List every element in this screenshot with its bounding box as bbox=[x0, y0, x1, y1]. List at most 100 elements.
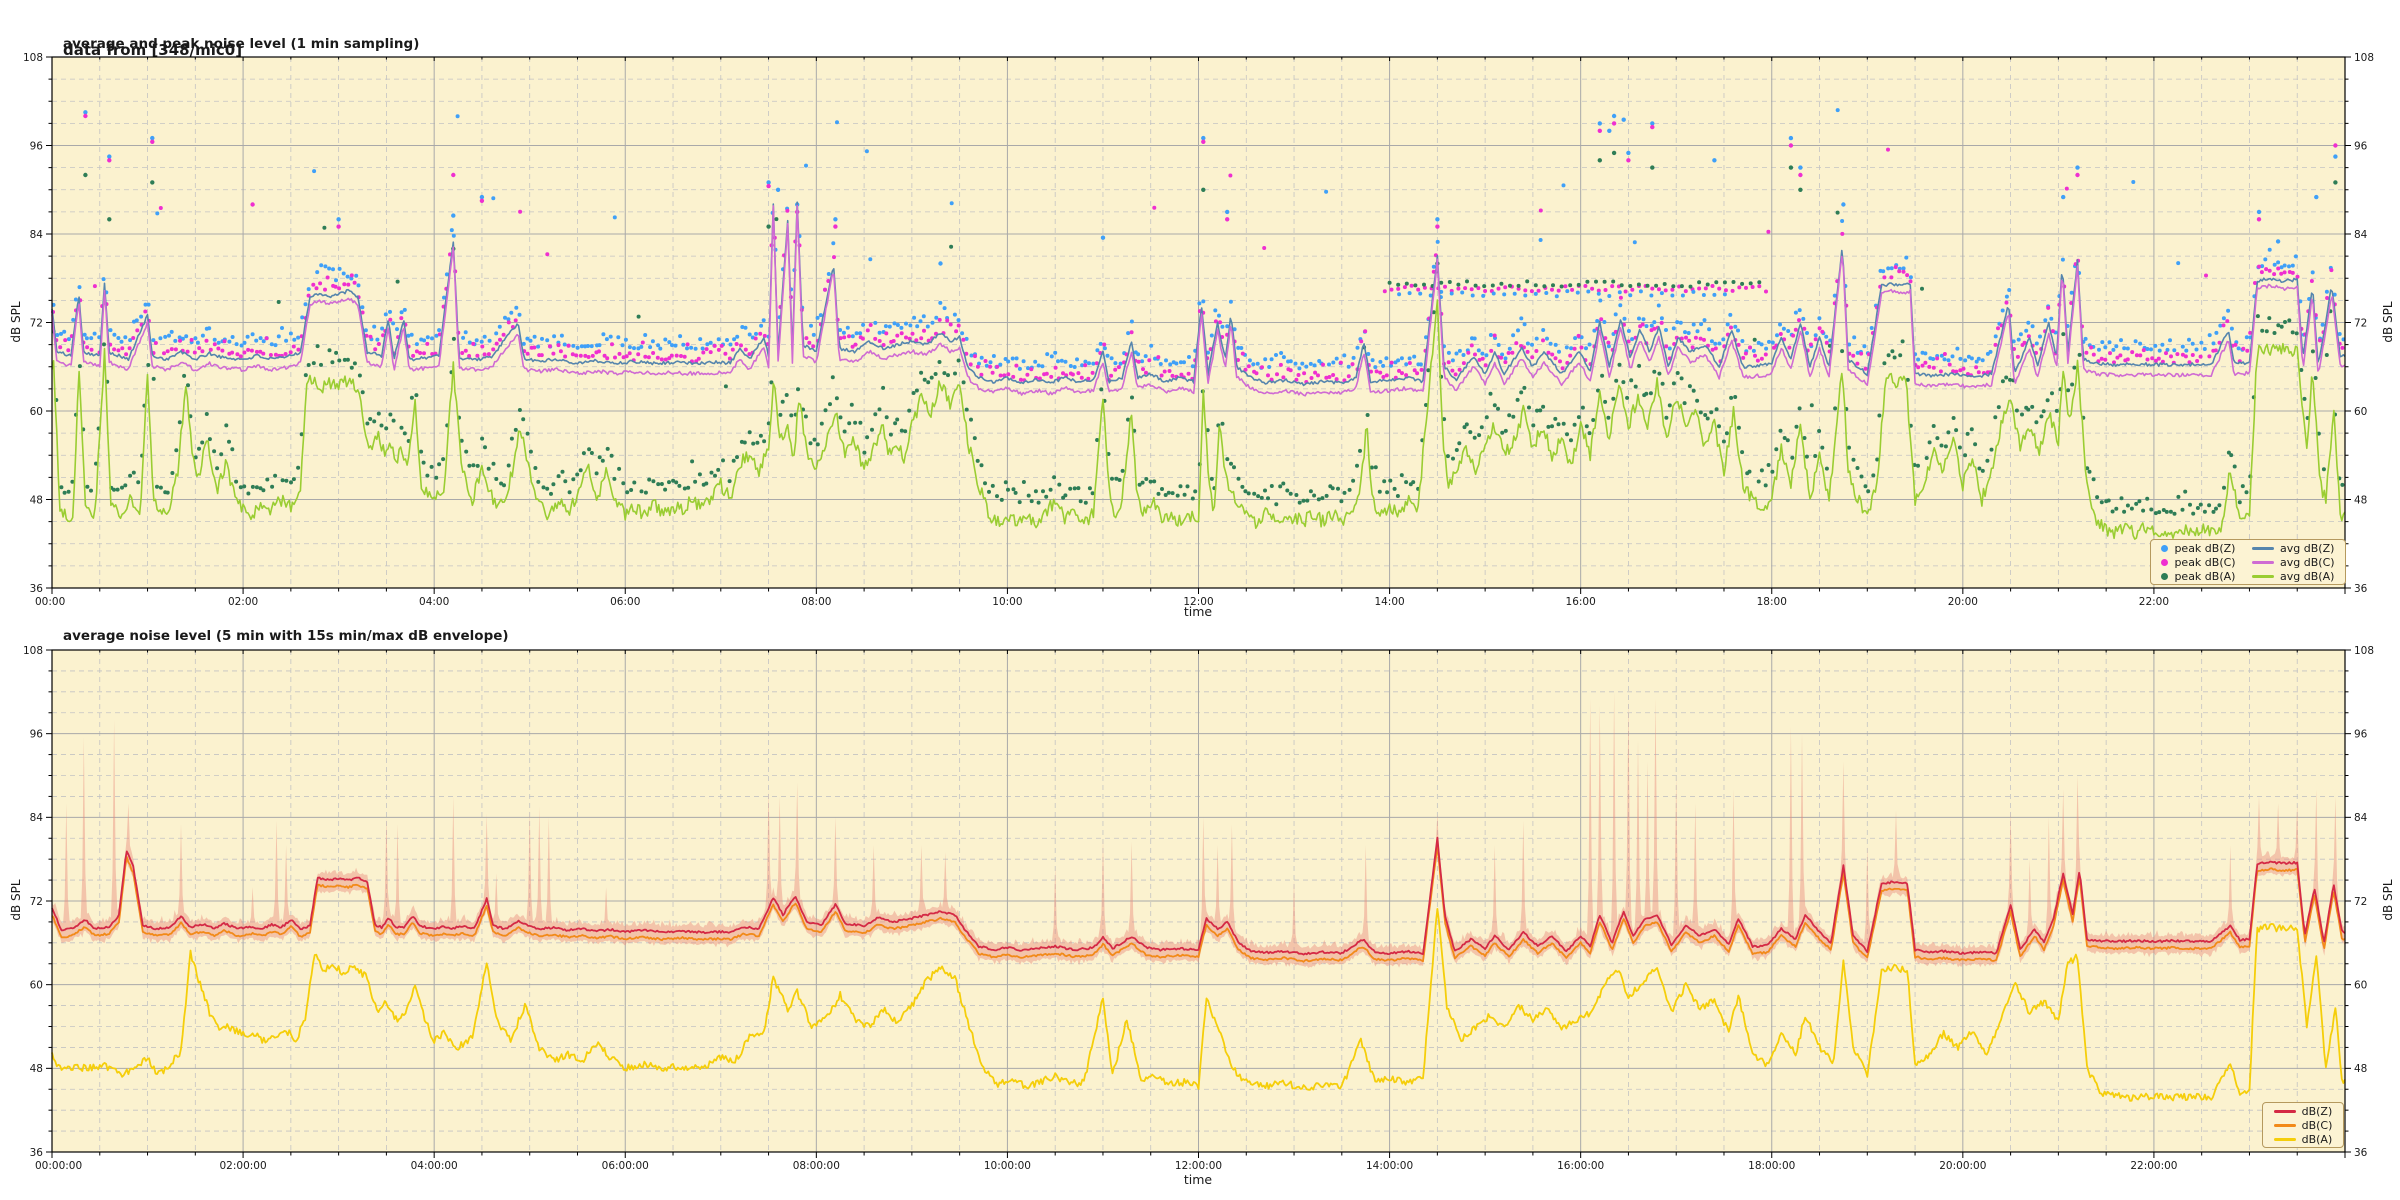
legend-item-dbz: dB(Z) bbox=[2273, 1105, 2333, 1118]
legend-label: avg dB(C) bbox=[2280, 556, 2335, 569]
svg-text:84: 84 bbox=[2354, 229, 2368, 241]
minmax-envelope bbox=[52, 691, 2345, 968]
legend-label: dB(Z) bbox=[2301, 1105, 2333, 1118]
peak-dba-marker-icon bbox=[2161, 573, 2169, 580]
svg-text:108: 108 bbox=[2354, 645, 2374, 657]
series-avg-dB(C) bbox=[51, 204, 2346, 397]
chart1-yaxis-label-right: dB SPL bbox=[2381, 301, 2395, 343]
svg-text:72: 72 bbox=[30, 317, 43, 329]
dbc-line-icon bbox=[2273, 1123, 2296, 1128]
tick-marks bbox=[46, 649, 2351, 1158]
svg-text:16:00:00: 16:00:00 bbox=[1557, 1160, 1604, 1172]
svg-text:48: 48 bbox=[30, 494, 43, 506]
series-dB(Z) bbox=[51, 836, 2346, 956]
svg-text:36: 36 bbox=[30, 1147, 44, 1159]
legend-item-peak-dbc: peak dB(C) bbox=[2161, 556, 2236, 569]
svg-text:20:00:00: 20:00:00 bbox=[1939, 1160, 1986, 1172]
svg-text:60: 60 bbox=[30, 406, 43, 418]
svg-text:36: 36 bbox=[2354, 583, 2368, 595]
chart2-xaxis-label: time bbox=[1183, 1172, 1213, 1187]
svg-text:96: 96 bbox=[2354, 728, 2368, 740]
svg-text:48: 48 bbox=[2354, 494, 2367, 506]
svg-text:84: 84 bbox=[30, 812, 44, 824]
chart1-plot-area: 00:00 02:00 04:00 06:00 08:00 10:00 12:00 14:00… bbox=[23, 52, 2374, 608]
header-data-source: data from [348/mic0] bbox=[63, 41, 243, 59]
svg-text:108: 108 bbox=[2354, 52, 2374, 64]
svg-text:16:00: 16:00 bbox=[1566, 596, 1596, 608]
series-dB(A) bbox=[51, 908, 2346, 1102]
chart2-plot-area: 00:00:00 02:00:00 04:00:00 06:00:00 08:00:00… bbox=[23, 645, 2374, 1172]
svg-text:96: 96 bbox=[30, 140, 44, 152]
svg-text:10:00:00: 10:00:00 bbox=[984, 1160, 1031, 1172]
svg-text:02:00: 02:00 bbox=[228, 596, 258, 608]
svg-text:84: 84 bbox=[30, 229, 44, 241]
chart1-xaxis-label: time bbox=[1183, 604, 1213, 619]
legend-item-dba: dB(A) bbox=[2273, 1133, 2333, 1146]
legend-label: peak dB(A) bbox=[2174, 570, 2236, 583]
svg-text:96: 96 bbox=[30, 728, 44, 740]
svg-text:00:00:00: 00:00:00 bbox=[35, 1160, 82, 1172]
svg-text:22:00:00: 22:00:00 bbox=[2130, 1160, 2177, 1172]
legend-item-dbc: dB(C) bbox=[2273, 1119, 2333, 1132]
svg-text:04:00:00: 04:00:00 bbox=[411, 1160, 458, 1172]
legend-label: peak dB(C) bbox=[2174, 556, 2236, 569]
svg-text:60: 60 bbox=[30, 979, 43, 991]
svg-text:20:00: 20:00 bbox=[1948, 596, 1978, 608]
chart1-title: average and peak noise level (1 min samp… bbox=[63, 36, 420, 52]
chart2-yaxis-label-right: dB SPL bbox=[2381, 879, 2395, 921]
svg-text:84: 84 bbox=[2354, 812, 2368, 824]
series-avg-dB(Z) bbox=[51, 201, 2346, 387]
svg-text:06:00:00: 06:00:00 bbox=[602, 1160, 649, 1172]
legend-item-avg-dbc: avg dB(C) bbox=[2252, 556, 2335, 569]
svg-text:60: 60 bbox=[2354, 979, 2367, 991]
svg-text:72: 72 bbox=[2354, 896, 2367, 908]
scatter-row bbox=[1397, 289, 1727, 299]
svg-text:08:00: 08:00 bbox=[801, 596, 831, 608]
svg-text:12:00:00: 12:00:00 bbox=[1175, 1160, 1222, 1172]
dbz-line-icon bbox=[2273, 1109, 2296, 1114]
svg-text:96: 96 bbox=[2354, 140, 2368, 152]
peak-dbz-marker-icon bbox=[2161, 545, 2169, 552]
legend-label: peak dB(Z) bbox=[2174, 542, 2236, 555]
legend-item-avg-dbz: avg dB(Z) bbox=[2252, 542, 2335, 555]
legend-label: avg dB(A) bbox=[2280, 570, 2335, 583]
chart2-title: average noise level (5 min with 15s min/… bbox=[63, 628, 509, 644]
dba-line-icon bbox=[2273, 1137, 2296, 1142]
svg-text:18:00:00: 18:00:00 bbox=[1748, 1160, 1795, 1172]
svg-text:06:00: 06:00 bbox=[610, 596, 640, 608]
avg-dbz-line-icon bbox=[2252, 546, 2275, 551]
svg-text:04:00: 04:00 bbox=[419, 596, 449, 608]
svg-text:10:00: 10:00 bbox=[992, 596, 1022, 608]
peak-dbc-marker-icon bbox=[2161, 559, 2169, 566]
legend-label: dB(C) bbox=[2301, 1119, 2333, 1132]
svg-text:14:00:00: 14:00:00 bbox=[1366, 1160, 1413, 1172]
avg-dba-line-icon bbox=[2252, 574, 2275, 579]
avg-dbc-line-icon bbox=[2252, 560, 2275, 565]
chart2-legend: dB(Z) dB(C) dB(A) bbox=[2262, 1102, 2344, 1148]
svg-text:12:00: 12:00 bbox=[1183, 596, 1213, 608]
svg-text:36: 36 bbox=[2354, 1147, 2368, 1159]
series-dB(C) bbox=[51, 845, 2346, 963]
svg-text:02:00:00: 02:00:00 bbox=[219, 1160, 266, 1172]
svg-text:14:00: 14:00 bbox=[1374, 596, 1404, 608]
svg-text:22:00: 22:00 bbox=[2139, 596, 2169, 608]
legend-item-peak-dbz: peak dB(Z) bbox=[2161, 542, 2235, 555]
legend-label: avg dB(Z) bbox=[2280, 542, 2335, 555]
svg-text:60: 60 bbox=[2354, 406, 2367, 418]
svg-text:08:00:00: 08:00:00 bbox=[793, 1160, 840, 1172]
legend-label: dB(A) bbox=[2301, 1133, 2333, 1146]
tick-labels: 00:00 02:00 04:00 06:00 08:00 10:00 12:00 14:00… bbox=[23, 52, 2374, 608]
svg-text:72: 72 bbox=[2354, 317, 2367, 329]
svg-text:36: 36 bbox=[30, 583, 44, 595]
gridlines bbox=[52, 650, 2345, 1152]
svg-text:48: 48 bbox=[30, 1063, 43, 1075]
svg-text:108: 108 bbox=[23, 52, 43, 64]
chart1-legend: peak dB(Z) peak dB(C) peak dB(A) avg dB(… bbox=[2150, 539, 2346, 585]
svg-text:72: 72 bbox=[30, 896, 43, 908]
svg-text:00:00: 00:00 bbox=[35, 596, 65, 608]
svg-text:18:00: 18:00 bbox=[1757, 596, 1787, 608]
legend-item-peak-dba: peak dB(A) bbox=[2161, 570, 2235, 583]
series-avg-dB(A) bbox=[51, 299, 2346, 540]
